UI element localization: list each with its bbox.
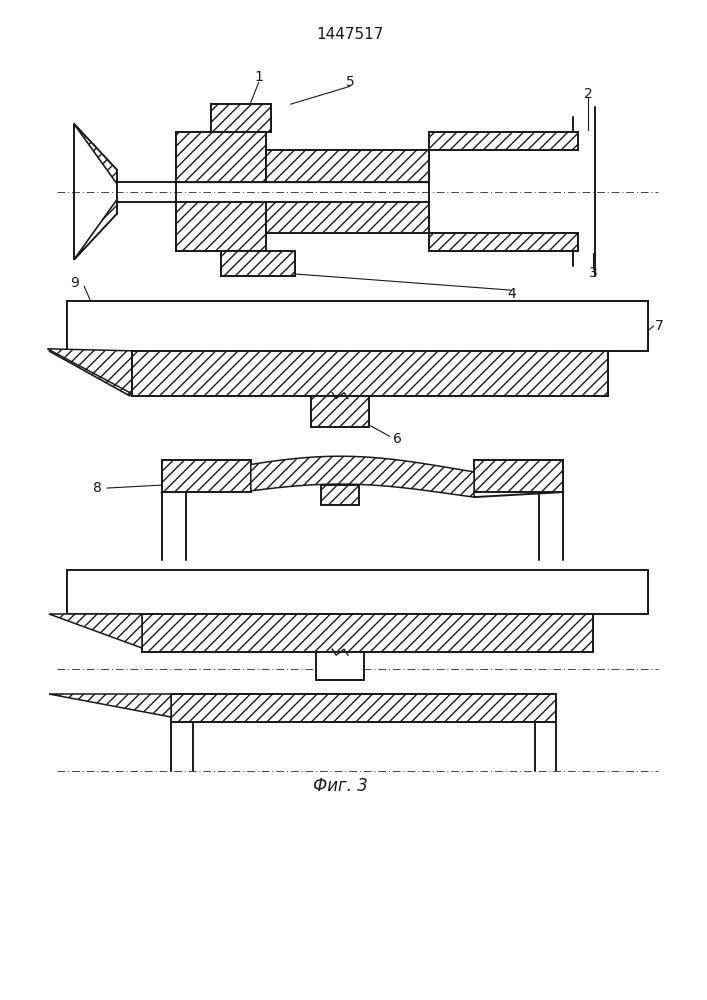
- Bar: [221, 251, 296, 276]
- Text: 1447517: 1447517: [316, 27, 384, 42]
- Text: Фиг. 1: Фиг. 1: [312, 309, 368, 327]
- Bar: [316, 652, 364, 680]
- Text: 4: 4: [508, 287, 516, 301]
- Text: 5: 5: [346, 75, 354, 89]
- Polygon shape: [47, 349, 132, 394]
- Text: 8: 8: [93, 481, 102, 495]
- Polygon shape: [74, 124, 117, 184]
- Bar: [161, 460, 251, 492]
- Text: Фиг. 3: Фиг. 3: [312, 777, 368, 795]
- Bar: [67, 570, 648, 614]
- Bar: [321, 485, 359, 505]
- Text: Фиг. 2: Фиг. 2: [312, 569, 368, 587]
- Polygon shape: [49, 351, 130, 396]
- Bar: [177, 132, 266, 182]
- Text: 3: 3: [589, 266, 597, 280]
- Bar: [211, 104, 271, 132]
- Bar: [266, 150, 429, 182]
- Bar: [132, 351, 608, 396]
- Text: 7: 7: [655, 319, 664, 333]
- Text: 9: 9: [70, 276, 78, 290]
- Bar: [474, 460, 563, 492]
- Bar: [177, 202, 266, 251]
- Bar: [429, 233, 578, 251]
- Text: 2: 2: [584, 87, 592, 101]
- Text: 6: 6: [393, 432, 402, 446]
- Bar: [67, 301, 648, 351]
- Bar: [429, 132, 578, 150]
- Polygon shape: [251, 456, 474, 497]
- Bar: [311, 396, 369, 427]
- Polygon shape: [49, 694, 171, 717]
- Bar: [171, 694, 556, 722]
- Bar: [141, 614, 593, 652]
- Polygon shape: [74, 200, 117, 259]
- Text: 1: 1: [255, 70, 263, 84]
- Polygon shape: [49, 614, 141, 648]
- Bar: [266, 202, 429, 233]
- Bar: [311, 396, 369, 427]
